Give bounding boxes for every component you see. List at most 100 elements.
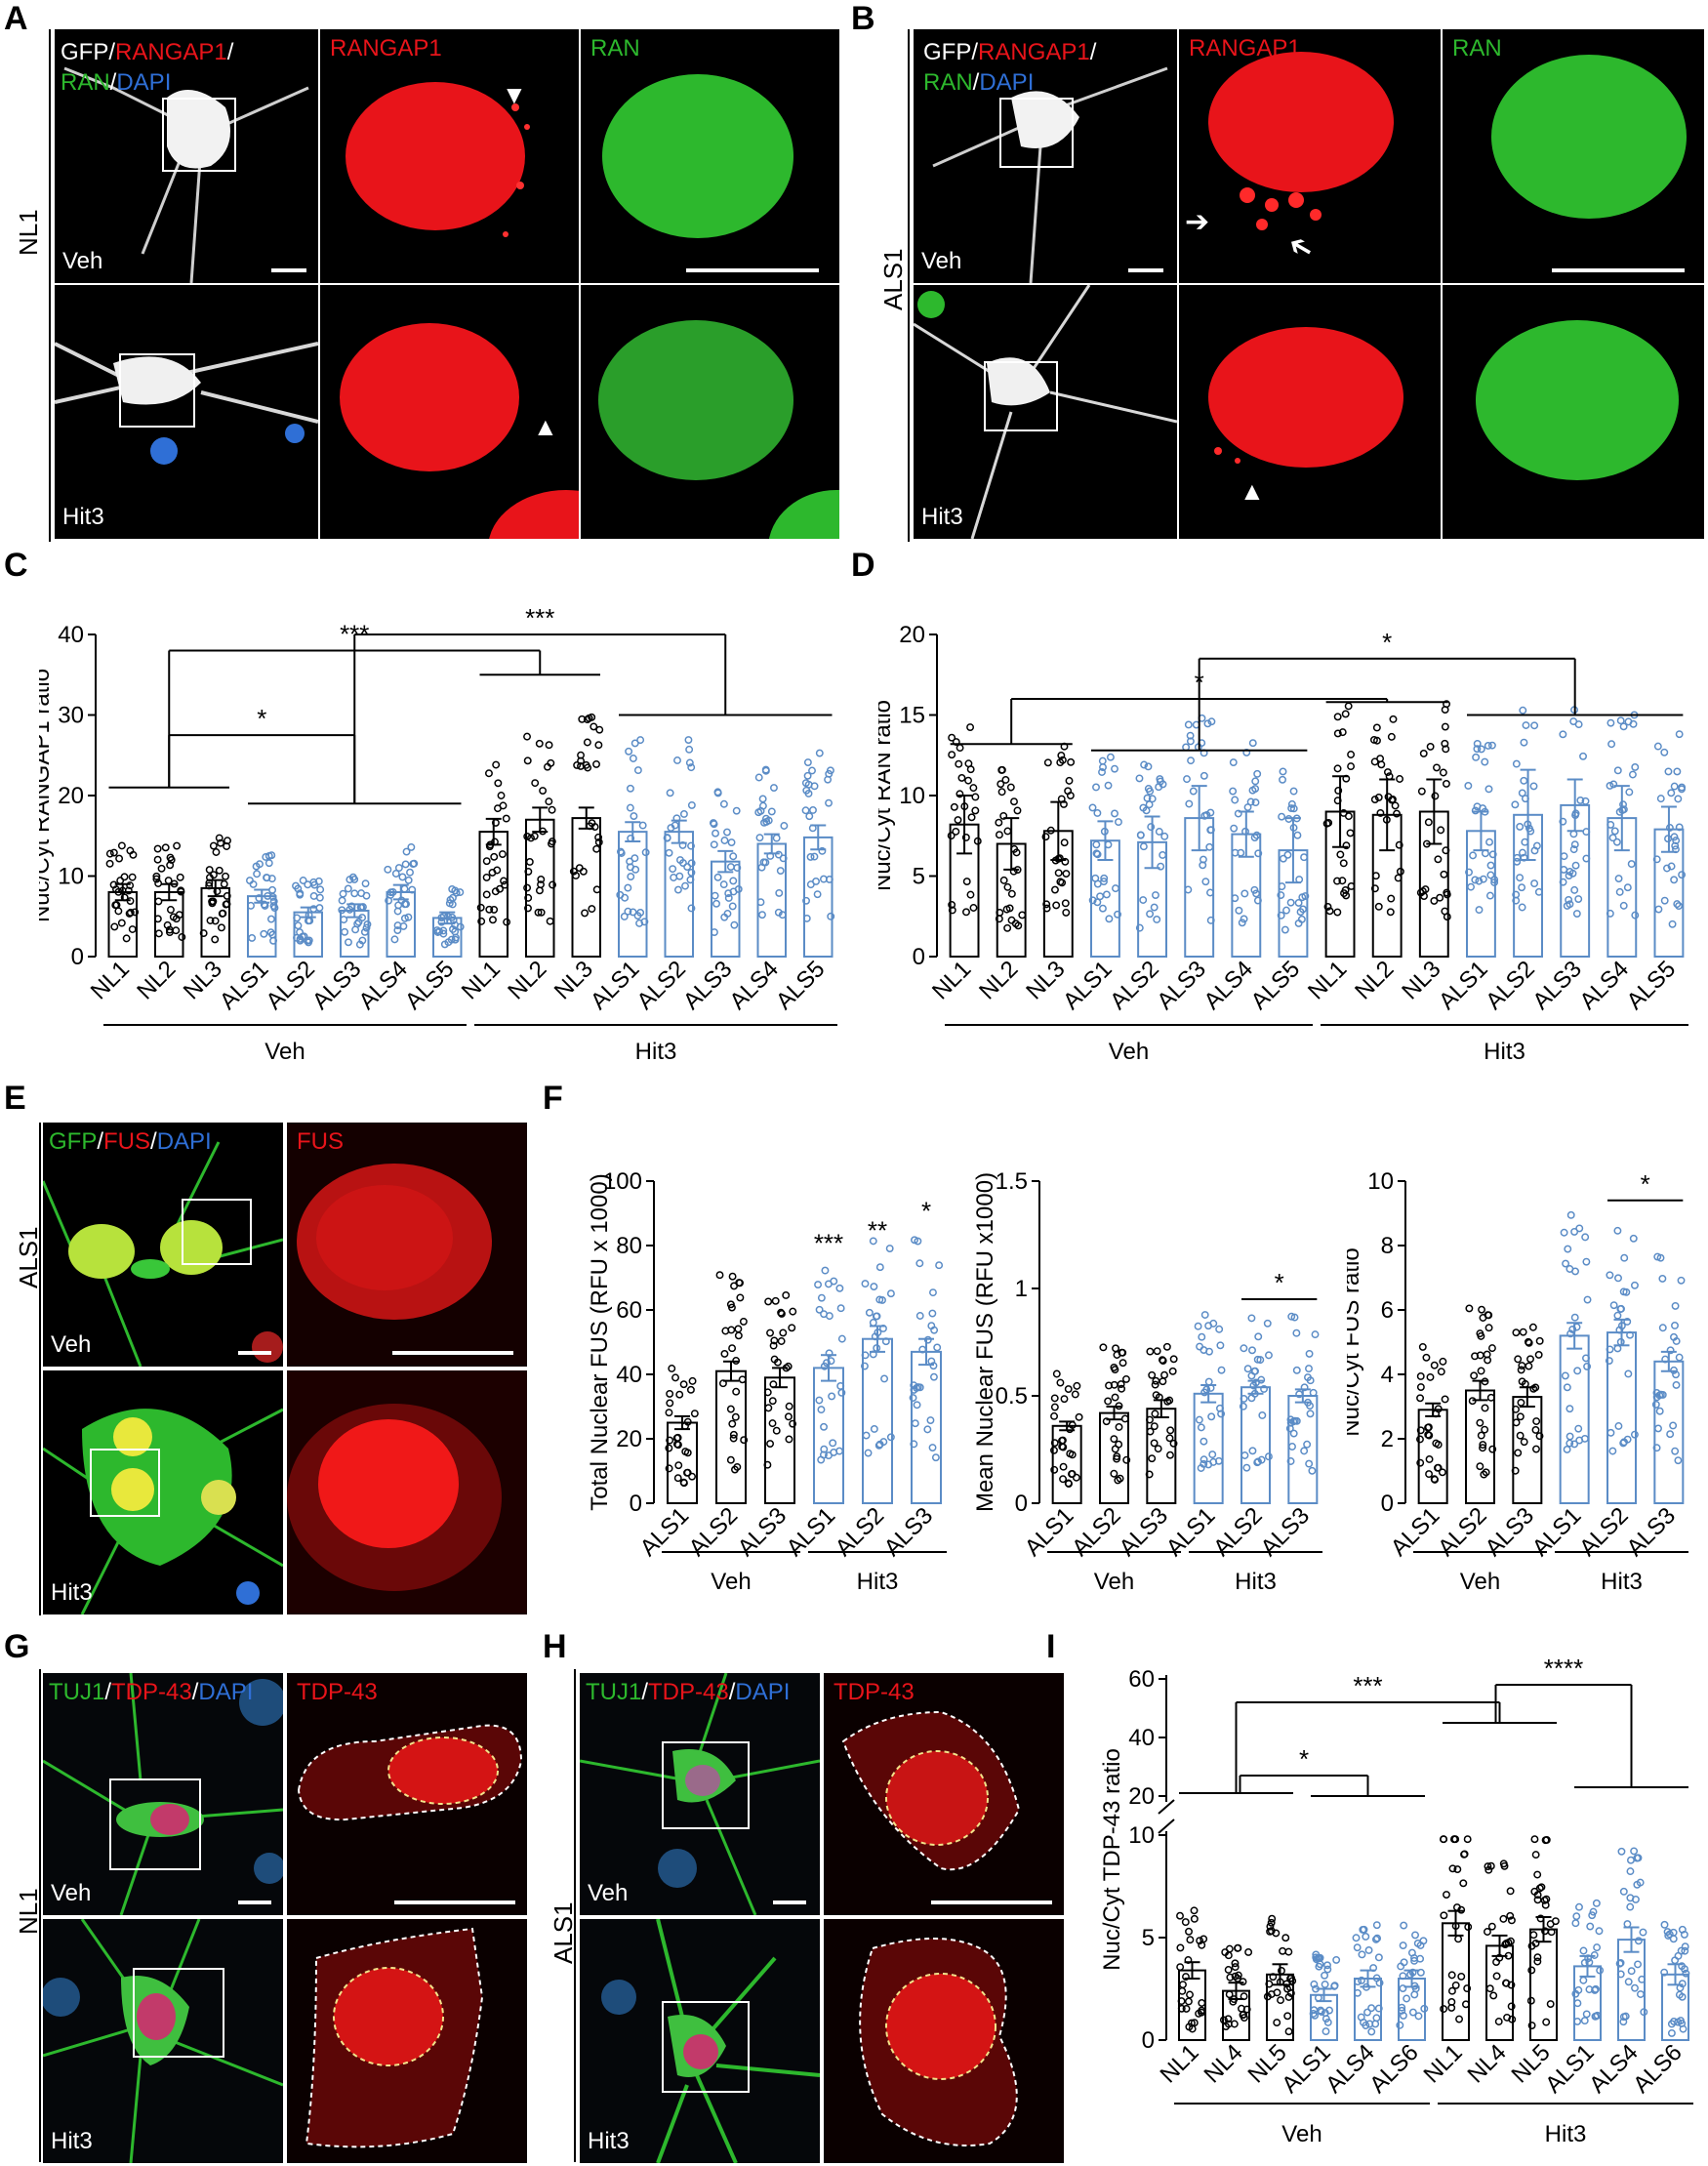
- data-point: [1519, 706, 1527, 715]
- data-point: [493, 866, 502, 875]
- data-point: [1105, 915, 1114, 923]
- data-point: [724, 894, 733, 902]
- group-label: Veh: [711, 1569, 751, 1595]
- data-point: [923, 1425, 932, 1434]
- data-point: [1422, 1353, 1431, 1362]
- x-tick-label: ALS1: [586, 956, 645, 1015]
- data-point: [728, 1419, 737, 1428]
- y-axis-label: Mean Nuclear FUS (RFU x1000): [972, 1172, 998, 1512]
- data-point: [1566, 1432, 1574, 1441]
- data-point: [973, 837, 982, 845]
- micrograph-b-merge-hit3: Hit3: [914, 285, 1177, 539]
- data-point: [1623, 1920, 1632, 1929]
- data-point: [1003, 882, 1012, 891]
- data-point: [1566, 1405, 1574, 1413]
- data-point: [393, 907, 402, 916]
- data-point: [1169, 1439, 1178, 1448]
- data-point: [490, 905, 499, 914]
- data-point: [1518, 883, 1526, 892]
- data-point: [1512, 1418, 1521, 1427]
- data-point: [1393, 809, 1401, 818]
- data-point: [1061, 899, 1070, 908]
- y-tick-label: 40: [1128, 1725, 1155, 1751]
- data-point: [1580, 1434, 1589, 1443]
- bar: [1051, 1424, 1082, 1504]
- data-point: [1626, 1330, 1634, 1339]
- data-point: [759, 858, 768, 867]
- data-point: [825, 1451, 833, 1460]
- data-point: [1184, 1997, 1193, 2006]
- data-point: [1416, 1372, 1425, 1380]
- data-point: [269, 897, 278, 906]
- data-point: [1375, 1979, 1384, 1987]
- data-point: [1533, 1891, 1542, 1900]
- data-point: [1235, 906, 1243, 915]
- data-point: [1269, 1973, 1278, 1982]
- data-point: [1287, 799, 1296, 808]
- data-point: [1533, 1870, 1542, 1879]
- data-point: [1541, 1900, 1550, 1909]
- data-point: [402, 847, 411, 856]
- data-point: [1389, 715, 1398, 723]
- data-point: [1194, 1322, 1202, 1330]
- data-point: [581, 909, 590, 918]
- data-point: [398, 873, 407, 881]
- data-point: [1249, 1381, 1258, 1390]
- data-point: [1215, 1325, 1224, 1333]
- data-point: [350, 875, 359, 883]
- data-point: [1147, 823, 1156, 832]
- data-point: [995, 831, 1003, 839]
- data-point: [1626, 1894, 1635, 1902]
- data-point: [1196, 1342, 1204, 1351]
- data-point: [1464, 1923, 1473, 1931]
- data-point: [820, 1310, 828, 1319]
- data-point: [869, 1237, 877, 1246]
- data-point: [535, 886, 544, 895]
- data-point: [1187, 756, 1196, 765]
- data-point: [1311, 1330, 1320, 1339]
- scale-bar: [392, 1351, 513, 1355]
- data-point: [157, 864, 166, 873]
- data-point: [1624, 717, 1633, 726]
- data-point: [1529, 1384, 1538, 1393]
- data-point: [1111, 809, 1118, 818]
- data-point: [837, 1388, 846, 1397]
- data-point: [770, 1336, 779, 1345]
- data-point: [911, 1419, 919, 1428]
- data-point: [1580, 2017, 1589, 2025]
- y-tick-label: 1.5: [996, 1168, 1028, 1195]
- data-point: [1508, 2015, 1517, 2023]
- data-point: [1681, 1946, 1689, 1955]
- data-point: [1150, 1422, 1159, 1431]
- data-point: [758, 801, 767, 810]
- y-axis-label: Nuc/Cyt TDP-43 ratio: [1099, 1748, 1125, 1971]
- data-point: [827, 912, 835, 920]
- data-point: [1254, 1332, 1263, 1341]
- data-point: [1111, 1366, 1119, 1374]
- data-point: [497, 792, 506, 799]
- data-point: [1671, 1447, 1680, 1455]
- data-point: [1485, 838, 1493, 846]
- data-point: [935, 1261, 944, 1270]
- group-label: Veh: [1460, 1569, 1500, 1595]
- data-point: [971, 793, 980, 801]
- data-point: [1139, 842, 1148, 851]
- data-point: [1447, 1971, 1456, 1980]
- data-point: [1424, 818, 1433, 827]
- data-point: [1488, 850, 1497, 859]
- data-point: [1502, 1979, 1511, 1987]
- data-point: [740, 1436, 749, 1445]
- data-point: [304, 880, 312, 889]
- data-point: [1284, 1947, 1293, 1956]
- data-point: [1118, 1348, 1127, 1357]
- data-point: [1481, 1404, 1489, 1412]
- y-tick-label: 5: [913, 864, 925, 890]
- data-point: [665, 1444, 673, 1452]
- data-point: [1673, 900, 1682, 909]
- data-point: [1499, 1859, 1508, 1868]
- x-tick-label: ALS2: [1105, 956, 1164, 1015]
- data-point: [1289, 804, 1298, 813]
- data-point: [802, 786, 811, 795]
- row-divider-e: [39, 1123, 41, 1615]
